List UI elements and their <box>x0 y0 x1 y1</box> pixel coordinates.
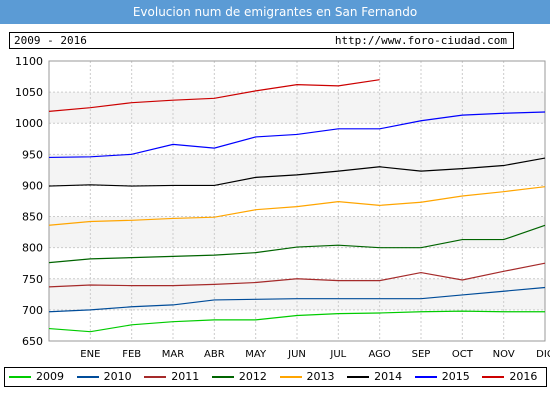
y-tick-label: 800 <box>22 242 43 255</box>
y-tick-label: 1050 <box>15 86 43 99</box>
y-tick-label: 900 <box>22 179 43 192</box>
legend-swatch <box>211 376 234 378</box>
legend-swatch <box>279 376 302 378</box>
x-tick-label: JUN <box>287 349 306 360</box>
y-tick-label: 700 <box>22 304 43 317</box>
y-tick-label: 1100 <box>15 55 43 68</box>
x-tick-label: JUL <box>329 349 346 360</box>
series-line-2012 <box>48 224 546 264</box>
legend-label: 2009 <box>36 370 64 383</box>
legend-label: 2013 <box>306 370 335 383</box>
plot-border <box>48 60 546 342</box>
legend-swatch <box>347 376 370 378</box>
legend-label: 2014 <box>374 370 403 383</box>
x-tick-label: DIC <box>536 349 550 360</box>
y-tick-label: 650 <box>22 335 43 348</box>
info-box: 2009 - 2016 http://www.foro-ciudad.com <box>9 32 514 49</box>
legend-swatch <box>414 376 437 378</box>
series-line-2009 <box>48 310 545 333</box>
legend-label: 2010 <box>103 370 132 383</box>
x-tick-label: AGO <box>369 349 391 360</box>
y-tick-label: 850 <box>22 211 43 224</box>
legend-swatch <box>76 376 99 378</box>
legend-label: 2011 <box>171 370 200 383</box>
legend-label: 2015 <box>441 370 470 383</box>
legend-label: 2016 <box>509 370 538 383</box>
x-tick-label: ABR <box>204 349 225 360</box>
series-line-2011 <box>48 262 546 288</box>
chart-title: Evolucion num de emigrantes en San Ferna… <box>0 0 550 24</box>
legend-label: 2012 <box>238 370 267 383</box>
y-tick-label: 950 <box>22 148 43 161</box>
legend-swatch <box>9 376 31 378</box>
series-line-2016 <box>48 79 380 112</box>
x-tick-label: MAY <box>245 349 267 360</box>
y-tick-label: 1000 <box>15 117 43 130</box>
x-tick-label: NOV <box>493 349 515 360</box>
x-tick-label: MAR <box>162 349 184 360</box>
source-url: http://www.foro-ciudad.com <box>334 34 507 47</box>
series-line-2015 <box>48 111 546 159</box>
series-line-2013 <box>48 186 546 226</box>
x-tick-label: OCT <box>452 349 474 360</box>
x-tick-label: FEB <box>122 349 141 360</box>
y-tick-label: 750 <box>22 273 43 286</box>
legend-swatch <box>144 376 167 378</box>
x-tick-label: ENE <box>80 349 100 360</box>
legend-swatch <box>482 376 505 378</box>
series-line-2014 <box>48 157 546 187</box>
period-label: 2009 - 2016 <box>14 34 87 47</box>
x-tick-label: SEP <box>412 349 431 360</box>
series-line-2010 <box>48 286 546 313</box>
legend: 2009 2010 2011 2012 2013 2014 2015 2016 <box>4 367 547 387</box>
